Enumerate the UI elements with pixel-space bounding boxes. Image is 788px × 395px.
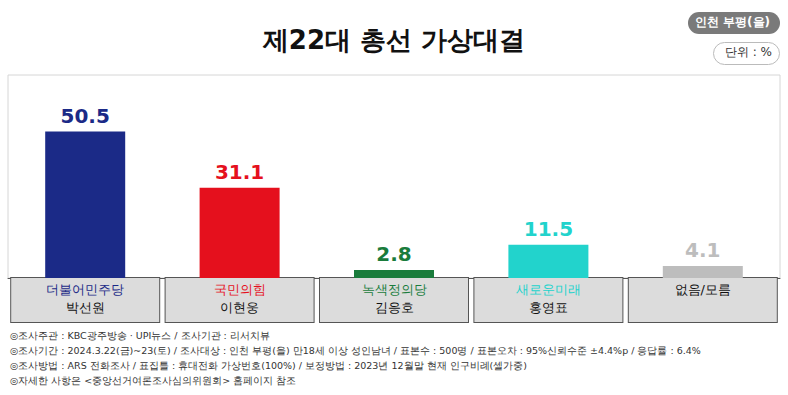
svg-text:홍영표: 홍영표: [529, 300, 568, 315]
svg-text:31.1: 31.1: [215, 160, 264, 184]
svg-text:인천 부평(을): 인천 부평(을): [695, 15, 770, 29]
svg-text:◎조사기간 : 2024.3.22(금)~23(토) / 조: ◎조사기간 : 2024.3.22(금)~23(토) / 조사대상 : 인천 부…: [10, 345, 701, 356]
svg-text:박선원: 박선원: [66, 300, 105, 315]
svg-text:50.5: 50.5: [61, 104, 110, 128]
svg-text:이현웅: 이현웅: [220, 300, 259, 315]
svg-text:더불어민주당: 더불어민주당: [46, 282, 124, 297]
svg-text:김응호: 김응호: [375, 300, 414, 315]
svg-text:없음/모름: 없음/모름: [675, 282, 731, 297]
svg-text:4.1: 4.1: [685, 238, 720, 262]
svg-text:녹색정의당: 녹색정의당: [362, 282, 427, 297]
svg-text:◎조사방법 : ARS 전화조사 / 표집틀 : 휴대전화: ◎조사방법 : ARS 전화조사 / 표집틀 : 휴대전화 가상번호(100%)…: [10, 360, 527, 371]
svg-text:11.5: 11.5: [524, 217, 573, 241]
svg-text:2.8: 2.8: [376, 242, 411, 266]
svg-text:단위 : %: 단위 : %: [725, 45, 772, 59]
svg-text:제22대 총선 가상대결: 제22대 총선 가상대결: [262, 25, 525, 55]
svg-text:◎조사주관 : KBC광주방송 · UPI뉴스 / 조사기관: ◎조사주관 : KBC광주방송 · UPI뉴스 / 조사기관 : 리서치뷰: [10, 330, 270, 341]
svg-text:국민의힘: 국민의힘: [214, 282, 266, 297]
svg-text:◎자세한 사항은 <중앙선거여론조사심의위원회> 홈페이지: ◎자세한 사항은 <중앙선거여론조사심의위원회> 홈페이지 참조: [10, 375, 296, 386]
svg-text:새로운미래: 새로운미래: [516, 282, 581, 297]
